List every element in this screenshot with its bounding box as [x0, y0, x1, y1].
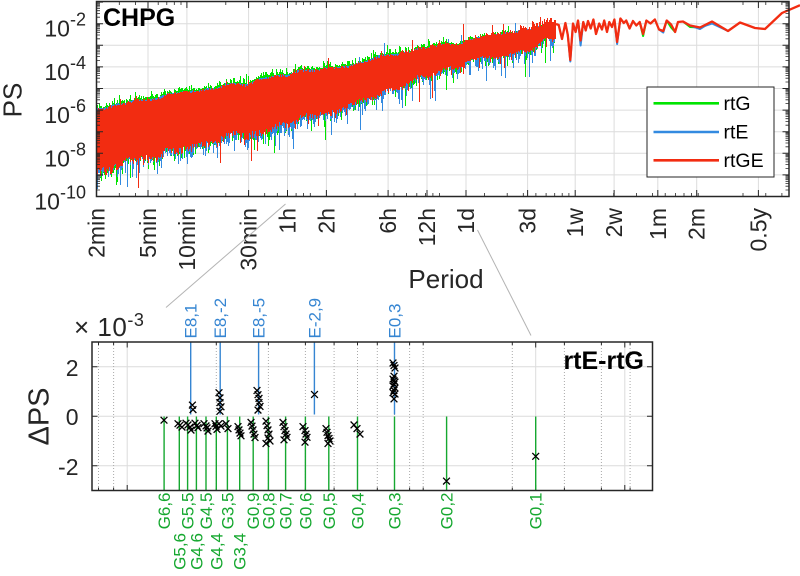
svg-text:12h: 12h [414, 208, 440, 246]
svg-text:G3,4: G3,4 [231, 533, 250, 570]
svg-text:PS: PS [0, 83, 28, 118]
svg-text:5min: 5min [135, 208, 161, 258]
svg-text:6h: 6h [375, 208, 401, 234]
svg-text:10-4: 10-4 [44, 53, 86, 85]
svg-text:2m: 2m [684, 208, 710, 240]
svg-text:G0,7: G0,7 [277, 493, 296, 530]
svg-text:1h: 1h [275, 208, 301, 234]
svg-text:G0,9: G0,9 [244, 493, 263, 530]
svg-text:G4,4: G4,4 [207, 533, 226, 570]
svg-text:0.5y: 0.5y [745, 208, 771, 252]
svg-text:10-6: 10-6 [44, 96, 86, 128]
svg-text:CHPG: CHPG [103, 4, 175, 32]
svg-text:G0,3: G0,3 [386, 493, 405, 530]
svg-text:rtE-rtG: rtE-rtG [563, 347, 644, 375]
svg-text:G5,6: G5,6 [170, 533, 189, 570]
svg-text:rtG: rtG [724, 93, 751, 115]
svg-text:G0,6: G0,6 [296, 493, 315, 530]
svg-text:2: 2 [66, 355, 79, 381]
svg-text:E0,3: E0,3 [386, 304, 405, 339]
svg-text:2min: 2min [84, 208, 110, 258]
svg-text:G0,2: G0,2 [438, 493, 457, 530]
svg-text:E8,-5: E8,-5 [250, 298, 269, 339]
svg-text:G5,5: G5,5 [179, 493, 198, 530]
svg-text:G0,5: G0,5 [320, 493, 339, 530]
svg-text:rtGE: rtGE [724, 150, 764, 172]
svg-text:E-2,9: E-2,9 [305, 298, 324, 339]
svg-text:2w: 2w [601, 208, 627, 238]
svg-text:1d: 1d [453, 208, 479, 234]
svg-text:G4,6: G4,6 [187, 533, 206, 570]
svg-text:E8,1: E8,1 [182, 304, 201, 339]
svg-text:3d: 3d [515, 208, 541, 234]
svg-text:10min: 10min [174, 208, 200, 271]
svg-text:-2: -2 [58, 454, 78, 480]
svg-text:rtE: rtE [724, 122, 749, 144]
svg-text:30min: 30min [236, 208, 262, 271]
svg-text:G6,6: G6,6 [155, 493, 174, 530]
svg-text:G0,4: G0,4 [349, 493, 368, 530]
svg-text:G3,5: G3,5 [218, 493, 237, 530]
svg-text:0: 0 [66, 404, 79, 430]
svg-text:1w: 1w [562, 208, 588, 238]
svg-text:Period: Period [408, 264, 483, 294]
svg-text:G0,8: G0,8 [259, 493, 278, 530]
svg-text:2h: 2h [313, 208, 339, 234]
svg-text:E8,-2: E8,-2 [211, 298, 230, 339]
svg-text:ΔPS: ΔPS [24, 387, 56, 445]
svg-text:G0,1: G0,1 [527, 493, 546, 530]
svg-text:1m: 1m [645, 208, 671, 240]
svg-text:G4,5: G4,5 [197, 493, 216, 530]
